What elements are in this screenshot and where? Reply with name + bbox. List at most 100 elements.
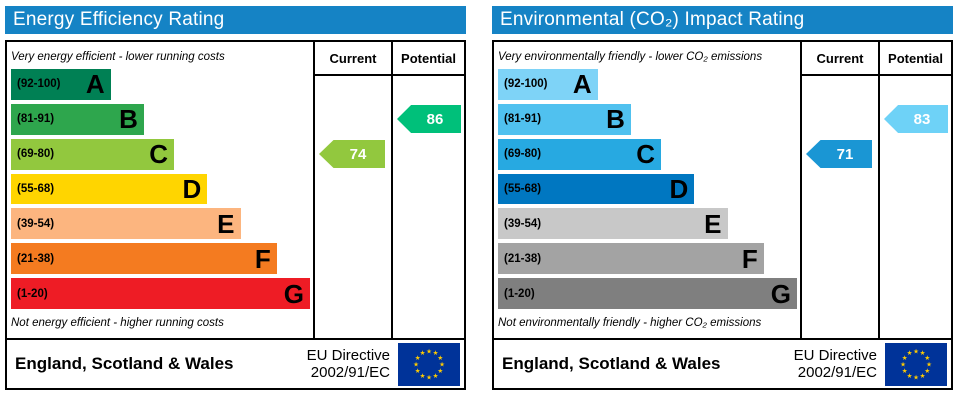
band-letter: D — [669, 173, 689, 204]
panel-title: Environmental (CO₂) Impact Rating — [492, 6, 953, 34]
svg-text:★: ★ — [433, 371, 439, 379]
svg-text:★: ★ — [437, 354, 443, 362]
current-rating-arrow: 74 — [319, 140, 385, 168]
region-label: England, Scotland & Wales — [502, 354, 721, 373]
svg-text:★: ★ — [907, 371, 913, 379]
svg-text:★: ★ — [437, 367, 443, 375]
band-e: (39-54) E — [11, 208, 241, 240]
band-c: (69-80) C — [11, 138, 175, 170]
panel-title: Energy Efficiency Rating — [5, 6, 466, 34]
svg-text:★: ★ — [426, 373, 432, 381]
band-range: (21-38) — [504, 252, 542, 265]
band-letter: F — [741, 243, 758, 274]
band-d: (55-68) D — [498, 173, 695, 205]
environmental-impact-rating-panel: Environmental (CO₂) Impact Rating Very e… — [492, 6, 953, 390]
svg-text:★: ★ — [926, 360, 932, 368]
band-b: (81-91) B — [11, 103, 144, 135]
svg-text:★: ★ — [420, 349, 426, 357]
epc-rating-charts: Energy Efficiency Rating Very energy eff… — [5, 6, 957, 390]
band-range: (21-38) — [17, 252, 55, 265]
band-letter: G — [283, 278, 304, 309]
band-letter: C — [149, 139, 169, 170]
band-range: (55-68) — [17, 182, 55, 195]
band-letter: A — [572, 69, 592, 100]
potential-column-header: Potential — [393, 42, 464, 76]
energy-efficiency-chart: Very energy efficient - lower running co… — [5, 40, 466, 390]
svg-text:★: ★ — [415, 367, 421, 375]
environmental-impact-chart: Very environmentally friendly - lower CO… — [492, 40, 953, 390]
svg-text:★: ★ — [902, 367, 908, 375]
svg-text:★: ★ — [907, 349, 913, 357]
band-letter: E — [217, 208, 235, 239]
band-range: (69-80) — [17, 148, 55, 161]
band-a: (92-100) A — [11, 68, 111, 100]
svg-text:★: ★ — [902, 354, 908, 362]
potential-rating-value: 86 — [426, 110, 444, 128]
current-column-header: Current — [315, 42, 391, 76]
band-b: (81-91) B — [498, 103, 631, 135]
region-label: England, Scotland & Wales — [15, 354, 234, 373]
svg-text:★: ★ — [415, 354, 421, 362]
eu-directive-label: EU Directive 2002/91/EC — [793, 346, 877, 381]
svg-text:★: ★ — [426, 347, 432, 355]
svg-text:★: ★ — [920, 371, 926, 379]
band-range: (55-68) — [504, 182, 542, 195]
band-g: (1-20) G — [11, 278, 310, 310]
band-f: (21-38) F — [11, 243, 277, 275]
potential-column-header: Potential — [880, 42, 951, 76]
eu-flag-icon: ★ ★ ★ ★ ★ ★ ★ ★ ★ ★ ★ ★ — [885, 342, 947, 386]
band-range: (69-80) — [504, 148, 542, 161]
energy-efficiency-rating-panel: Energy Efficiency Rating Very energy eff… — [5, 6, 466, 390]
band-range: (1-20) — [17, 287, 48, 300]
band-range: (92-100) — [504, 78, 548, 91]
svg-text:★: ★ — [920, 349, 926, 357]
band-area: Very energy efficient - lower running co… — [7, 42, 313, 338]
band-range: (39-54) — [17, 217, 55, 230]
current-column: Current 74 — [313, 42, 391, 338]
current-column: Current 71 — [800, 42, 878, 338]
current-rating-arrow: 71 — [806, 140, 872, 168]
top-note: Very energy efficient - lower running co… — [11, 50, 225, 63]
band-area: Very environmentally friendly - lower CO… — [494, 42, 800, 338]
band-range: (1-20) — [504, 287, 535, 300]
potential-rating-arrow: 83 — [884, 105, 948, 133]
potential-rating-value: 83 — [913, 110, 931, 128]
bottom-note: Not energy efficient - higher running co… — [11, 317, 224, 330]
svg-text:★: ★ — [924, 367, 930, 375]
svg-text:★: ★ — [913, 373, 919, 381]
potential-column: Potential 83 — [878, 42, 951, 338]
band-range: (39-54) — [504, 217, 542, 230]
chart-footer: England, Scotland & Wales EU Directive 2… — [7, 338, 464, 388]
band-a: (92-100) A — [498, 68, 598, 100]
bottom-note: Not environmentally friendly - higher CO… — [498, 317, 762, 330]
band-range: (81-91) — [504, 113, 542, 126]
top-note: Very environmentally friendly - lower CO… — [498, 50, 763, 63]
svg-text:★: ★ — [413, 360, 419, 368]
potential-column: Potential 86 — [391, 42, 464, 338]
band-letter: G — [770, 278, 791, 309]
eu-directive-label: EU Directive 2002/91/EC — [306, 346, 390, 381]
chart-footer: England, Scotland & Wales EU Directive 2… — [494, 338, 951, 388]
band-e: (39-54) E — [498, 208, 728, 240]
svg-text:★: ★ — [900, 360, 906, 368]
band-letter: B — [119, 104, 138, 135]
band-d: (55-68) D — [11, 173, 208, 205]
band-f: (21-38) F — [498, 243, 764, 275]
band-letter: E — [704, 208, 722, 239]
svg-text:★: ★ — [913, 347, 919, 355]
band-range: (81-91) — [17, 113, 55, 126]
band-g: (1-20) G — [498, 278, 797, 310]
svg-text:★: ★ — [439, 360, 445, 368]
band-letter: D — [182, 173, 202, 204]
band-letter: B — [606, 104, 625, 135]
band-letter: F — [254, 243, 271, 274]
current-column-header: Current — [802, 42, 878, 76]
potential-rating-arrow: 86 — [397, 105, 461, 133]
band-range: (92-100) — [17, 78, 61, 91]
band-letter: C — [636, 139, 656, 170]
svg-text:★: ★ — [433, 349, 439, 357]
svg-text:★: ★ — [420, 371, 426, 379]
band-c: (69-80) C — [498, 138, 662, 170]
eu-flag-icon: ★ ★ ★ ★ ★ ★ ★ ★ ★ ★ ★ ★ — [398, 342, 460, 386]
svg-text:★: ★ — [924, 354, 930, 362]
